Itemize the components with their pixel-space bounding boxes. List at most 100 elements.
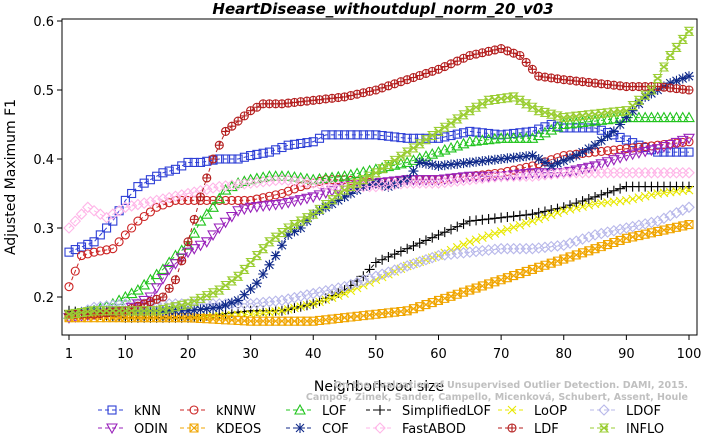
data-point-cof (251, 278, 262, 289)
x-tick-label: 30 (242, 347, 259, 362)
data-point-knnw (515, 164, 525, 174)
data-point-loop (546, 210, 556, 220)
data-point-ldof (564, 237, 576, 249)
data-point-cof (245, 283, 256, 294)
series-lof (63, 111, 695, 319)
data-point-fastabod (683, 167, 695, 179)
data-point-ldof (382, 266, 395, 278)
data-point-knn (183, 157, 193, 167)
data-point-simplifiedlof (389, 249, 400, 260)
data-point-lof (513, 132, 526, 143)
data-point-knnw (133, 216, 143, 226)
data-point-knnw (152, 202, 162, 212)
data-point-loop (477, 233, 487, 243)
data-point-cof (345, 188, 356, 199)
series-line-knn (68, 123, 689, 253)
legend-label-fastabod: FastABOD (402, 422, 466, 434)
data-point-fastabod (370, 180, 382, 193)
data-point-lof (639, 111, 652, 123)
data-point-odin (632, 148, 645, 159)
data-point-odin (257, 201, 270, 213)
data-point-cof (370, 178, 381, 189)
data-point-ldf (158, 292, 168, 302)
data-point-knn (314, 133, 325, 143)
data-point-ldof (257, 296, 269, 309)
data-point-odin (207, 230, 219, 242)
data-point-odin (301, 193, 313, 205)
data-point-kdeos (684, 220, 694, 230)
x-tick-label: 50 (368, 347, 385, 362)
legend-label-simplifiedlof: SimplifiedLOF (402, 404, 491, 419)
data-point-knnw (221, 195, 231, 205)
data-point-knn (327, 130, 337, 140)
data-point-ldof (589, 229, 601, 241)
data-point-lof (482, 133, 495, 145)
data-point-cof (602, 131, 613, 141)
data-point-ldof (426, 251, 439, 264)
data-point-odin (676, 135, 689, 147)
data-point-knn (139, 178, 149, 188)
data-point-knn (239, 152, 249, 162)
series-knnw (64, 137, 694, 292)
data-point-lof (576, 116, 589, 127)
data-point-ldof (263, 296, 276, 308)
data-point-knn (246, 151, 256, 161)
data-point-simplifiedlof (383, 251, 394, 262)
data-point-lof (219, 183, 232, 195)
data-point-knn (390, 132, 400, 142)
data-point-knnw (183, 195, 193, 205)
data-point-knn (321, 130, 331, 140)
data-point-simplifiedlof (596, 189, 607, 200)
data-point-odin (614, 153, 627, 164)
data-point-simplifiedlof (408, 240, 419, 251)
data-point-ldf (208, 154, 218, 164)
legend-item-kdeos: KDEOS (180, 422, 261, 434)
data-point-fastabod (88, 204, 100, 217)
data-point-knn (621, 135, 631, 145)
data-point-odin (232, 206, 245, 217)
data-point-ldof (276, 294, 288, 307)
data-point-fastabod (382, 179, 395, 191)
data-point-lof (495, 132, 508, 143)
data-point-ldof (676, 204, 689, 216)
data-point-knn (70, 245, 80, 255)
data-point-cof (508, 152, 519, 163)
data-point-fastabod (226, 179, 238, 191)
data-point-simplifiedlof (615, 183, 626, 194)
data-point-knn (402, 133, 412, 143)
data-point-knnw (158, 200, 168, 210)
data-point-fastabod (539, 169, 551, 181)
legend-marker-cof (295, 423, 305, 433)
data-point-fastabod (457, 174, 470, 187)
data-point-loop (521, 218, 531, 228)
data-point-odin (576, 164, 589, 175)
data-point-fastabod (188, 186, 201, 198)
data-point-lof (501, 132, 514, 143)
data-point-inflo (458, 110, 469, 120)
data-point-ldof (664, 209, 676, 222)
data-point-simplifiedlof (464, 216, 475, 227)
data-point-fastabod (470, 173, 482, 185)
data-point-cof (195, 304, 206, 315)
data-point-simplifiedlof (552, 203, 563, 214)
data-point-fastabod (464, 173, 476, 186)
data-point-fastabod (445, 175, 457, 188)
data-point-knn (120, 195, 130, 205)
data-point-loop (465, 237, 475, 247)
data-point-ldof (370, 270, 382, 283)
data-point-inflo (652, 73, 664, 84)
data-point-inflo (658, 62, 670, 72)
legend-label-odin: ODIN (134, 422, 168, 434)
data-point-fastabod (63, 222, 75, 234)
legend-marker-knn (107, 405, 117, 415)
plot-frame (61, 18, 698, 336)
data-point-lof (683, 111, 695, 123)
data-point-lof (144, 273, 157, 285)
series-layer (63, 26, 695, 326)
data-point-ldof (595, 227, 608, 240)
legend-marker-kdeos (189, 423, 199, 433)
data-point-ldof (420, 253, 432, 266)
data-point-knn (158, 168, 168, 178)
data-point-ldf (214, 140, 224, 150)
data-point-ldof (294, 290, 307, 303)
